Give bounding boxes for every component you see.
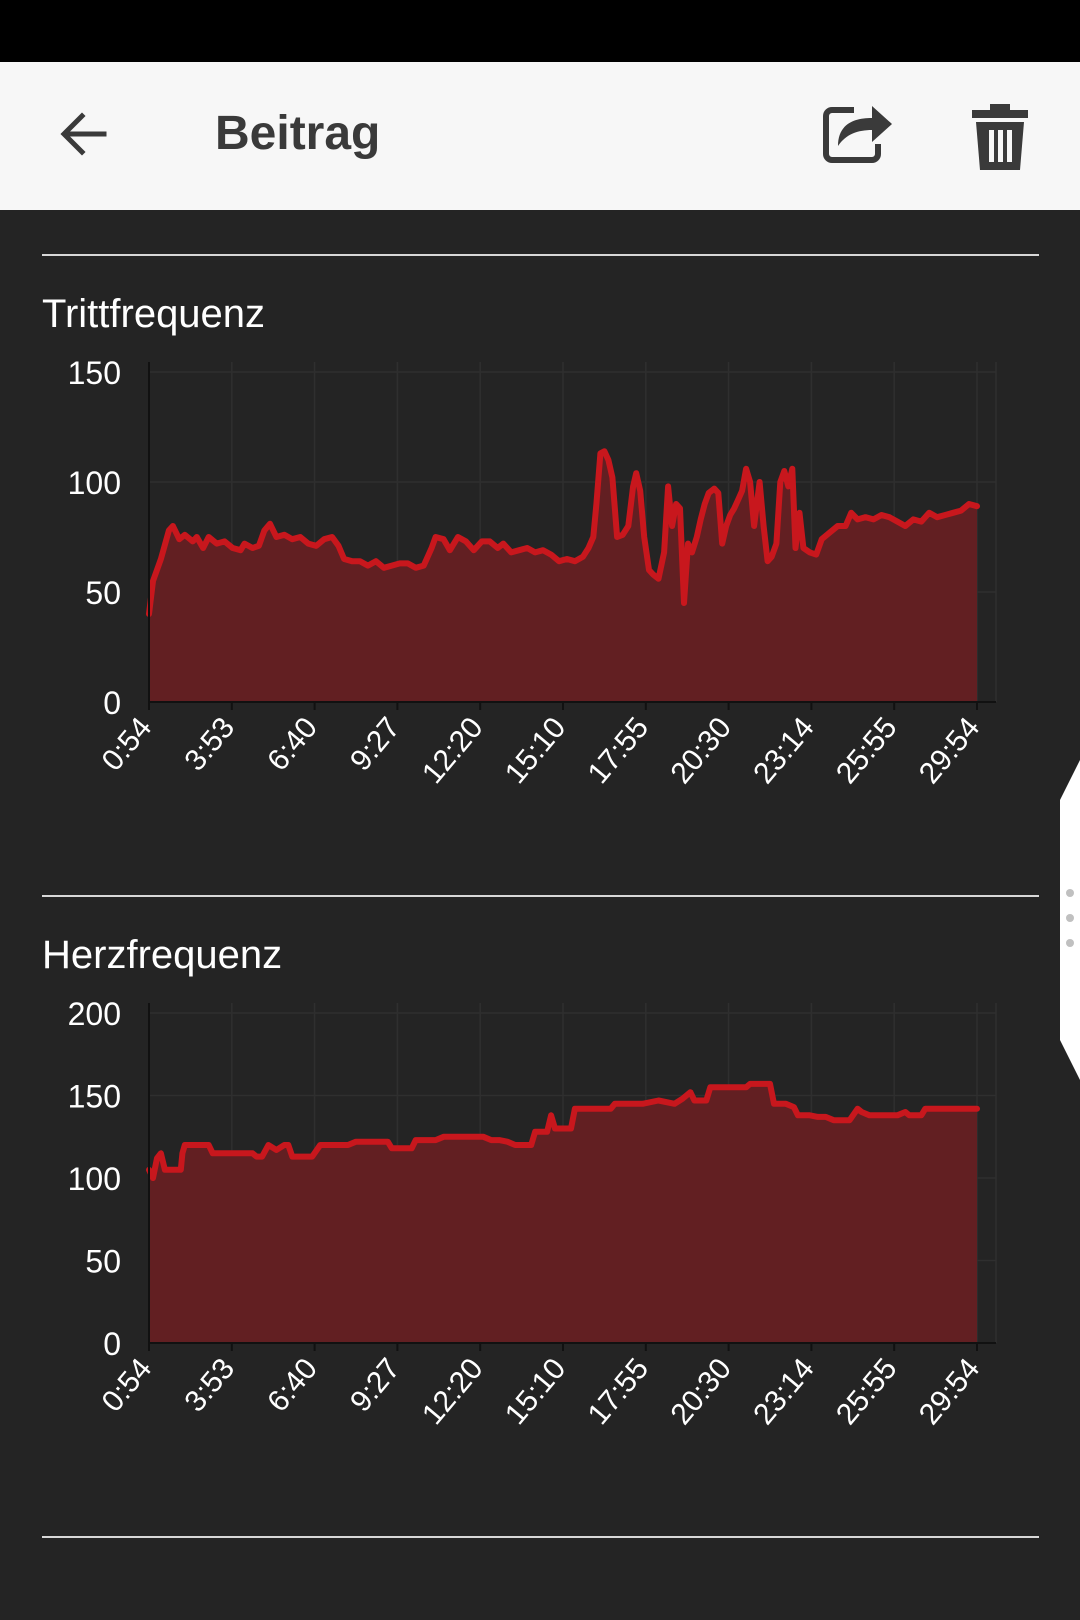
status-bar	[0, 0, 1080, 62]
divider	[42, 1536, 1039, 1538]
x-tick-label: 3:53	[178, 711, 241, 777]
x-tick-label: 17:55	[582, 711, 656, 790]
edge-panel-handle[interactable]	[1060, 760, 1080, 1080]
y-tick-label: 0	[103, 685, 121, 721]
arrow-left-icon	[60, 112, 107, 156]
chart-title-herzfrequenz: Herzfrequenz	[42, 933, 283, 977]
cadence-chart: 0 50 100 150 0:54 3:53 6:40 9:27 12:20 15:10 17:55…	[68, 355, 997, 790]
x-tick-label: 29:54	[913, 1352, 987, 1431]
y-tick-label: 50	[85, 575, 121, 611]
x-tick-label: 15:10	[499, 1352, 573, 1431]
x-tick-label: 9:27	[344, 711, 407, 777]
share-button[interactable]	[820, 94, 896, 170]
trash-icon	[972, 104, 1028, 170]
series-area	[149, 451, 977, 702]
x-tick-label: 0:54	[96, 711, 159, 777]
y-tick-label: 150	[68, 355, 121, 391]
delete-button[interactable]	[964, 98, 1036, 174]
x-tick-label: 20:30	[664, 711, 738, 790]
x-tick-label: 9:27	[344, 1352, 407, 1418]
series-area	[149, 1083, 977, 1343]
x-tick-label: 6:40	[261, 711, 324, 777]
x-tick-label: 6:40	[261, 1352, 324, 1418]
divider	[42, 895, 1039, 897]
x-tick-label: 0:54	[96, 1352, 159, 1418]
heart-rate-chart: 0 50 100 150 200 0:54 3:53 6:40 9:27 12:20 15:10 17…	[68, 996, 997, 1431]
x-tick-label: 23:14	[747, 711, 821, 790]
x-tick-label: 25:55	[830, 1352, 904, 1431]
y-tick-label: 150	[68, 1079, 121, 1115]
x-tick-label: 17:55	[582, 1352, 656, 1431]
y-tick-label: 100	[68, 465, 121, 501]
y-tick-label: 200	[68, 996, 121, 1032]
x-tick-label: 12:20	[416, 711, 490, 790]
back-button[interactable]	[52, 102, 116, 166]
x-tick-label: 20:30	[664, 1352, 738, 1431]
x-tick-label: 25:55	[830, 711, 904, 790]
y-tick-label: 100	[68, 1161, 121, 1197]
chart-title-trittfrequenz: Trittfrequenz	[42, 292, 266, 336]
page-title: Beitrag	[215, 107, 381, 160]
y-tick-label: 50	[85, 1244, 121, 1280]
series-line	[146, 448, 980, 617]
x-tick-label: 12:20	[416, 1352, 490, 1431]
x-tick-label: 23:14	[747, 1352, 821, 1431]
y-tick-label: 0	[103, 1326, 121, 1362]
x-tick-label: 15:10	[499, 711, 573, 790]
divider	[42, 254, 1039, 256]
app-bar: Beitrag	[0, 62, 1080, 210]
x-tick-label: 3:53	[178, 1352, 241, 1418]
share-icon	[823, 106, 892, 163]
series-line	[146, 1080, 980, 1181]
x-tick-label: 29:54	[913, 711, 987, 790]
